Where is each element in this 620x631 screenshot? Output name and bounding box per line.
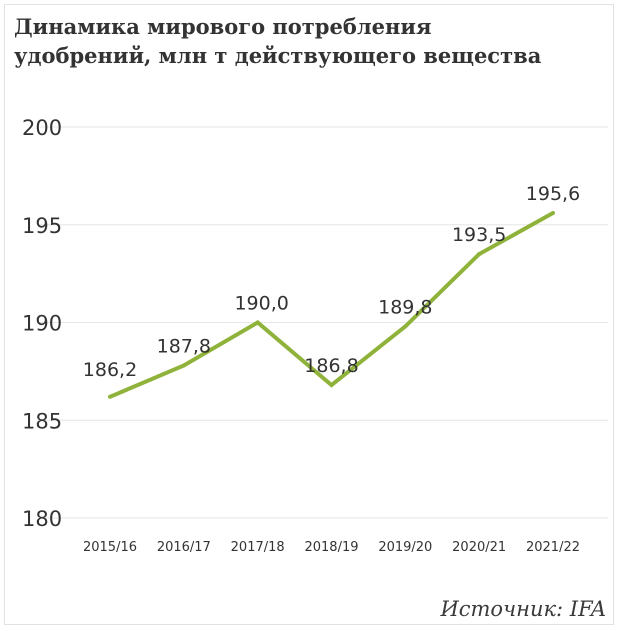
chart-panel [4,4,614,625]
data-label: 190,0 [234,293,288,315]
x-tick-label: 2021/22 [526,540,580,555]
x-tick-label: 2015/16 [83,540,137,555]
y-tick-label: 190 [22,312,62,336]
data-label: 193,5 [452,224,506,246]
y-tick-label: 180 [22,507,62,531]
data-label: 195,6 [526,183,580,205]
y-tick-label: 200 [22,116,62,140]
y-axis-labels: 180 185 190 195 200 [22,116,62,531]
data-label: 189,8 [378,296,432,318]
data-point [255,320,260,325]
data-point [329,383,334,388]
x-tick-label: 2020/21 [452,540,506,555]
data-label: 186,2 [83,359,137,381]
x-tick-label: 2019/20 [378,540,432,555]
x-axis-labels: 2015/16 2016/17 2017/18 2018/19 2019/20 2020/… [83,540,580,555]
gridlines [40,126,608,519]
data-point [403,324,408,329]
data-label: 186,8 [304,355,358,377]
y-tick-label: 195 [22,214,62,238]
data-point [108,394,112,399]
data-point [181,363,186,368]
y-tick-label: 185 [22,409,62,433]
data-point [477,252,482,257]
x-tick-label: 2016/17 [157,540,211,555]
source-note: Источник: IFA [440,597,606,621]
data-label: 187,8 [157,336,211,358]
series-line [108,211,555,399]
data-labels: 186,2 187,8 190,0 186,8 189,8 193,5 195,6 [83,183,580,381]
x-tick-label: 2018/19 [304,540,358,555]
x-tick-label: 2017/18 [231,540,285,555]
data-point [551,211,555,216]
chart-title: Динамика мирового потребления удобрений,… [14,14,542,68]
